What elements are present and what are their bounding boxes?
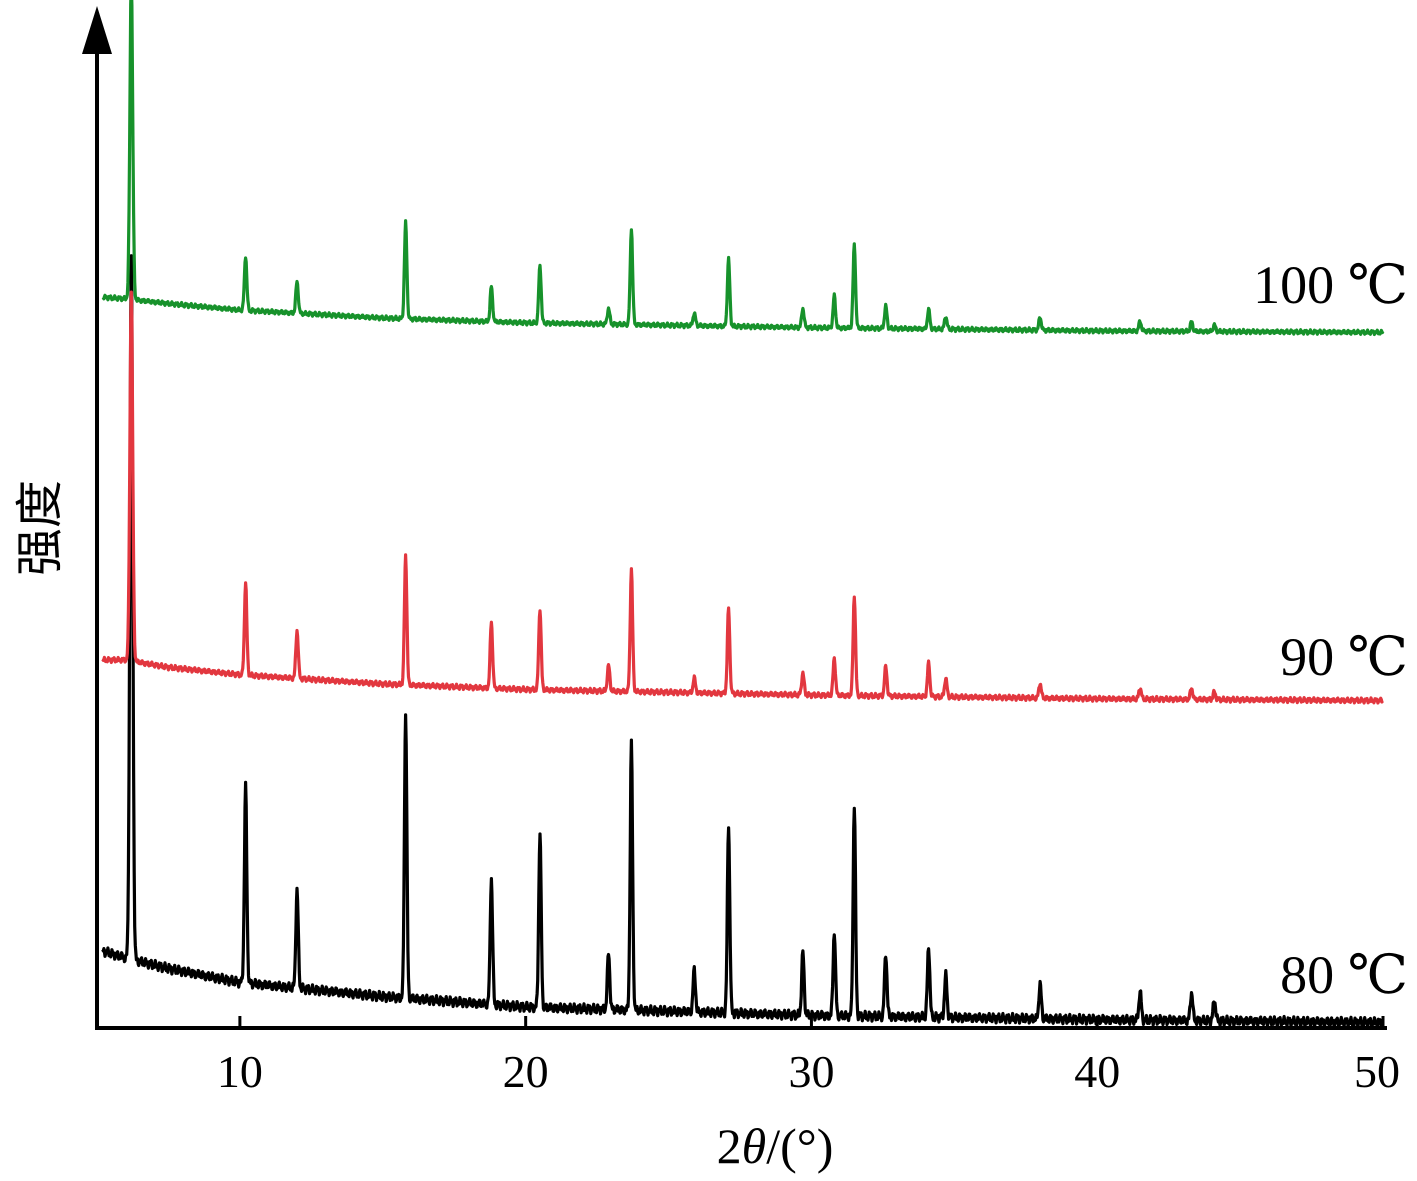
tick-layer: 10 20 30 40 50 <box>217 1016 1400 1097</box>
x-tick-label-10: 10 <box>217 1046 263 1097</box>
x-tick-label-50: 50 <box>1354 1046 1400 1097</box>
series-line-1 <box>101 254 1385 1029</box>
series-layer <box>101 0 1385 1029</box>
series-label-1: 80 ℃ <box>1280 945 1408 1005</box>
series-line-3 <box>101 0 1385 337</box>
series-label-2: 90 ℃ <box>1280 627 1408 687</box>
series-line-2 <box>101 290 1385 705</box>
y-axis-arrow <box>82 6 112 54</box>
x-axis-title: 2θ/(°) <box>717 1118 834 1174</box>
x-tick-label-40: 40 <box>1074 1046 1120 1097</box>
y-axis-title: 强度 <box>12 480 68 576</box>
series-label-3: 100 ℃ <box>1253 255 1408 315</box>
x-tick-label-30: 30 <box>788 1046 834 1097</box>
x-tick-label-20: 20 <box>503 1046 549 1097</box>
axes <box>82 6 1387 1030</box>
label-layer: 80 ℃ 90 ℃ 100 ℃ <box>1253 255 1408 1005</box>
